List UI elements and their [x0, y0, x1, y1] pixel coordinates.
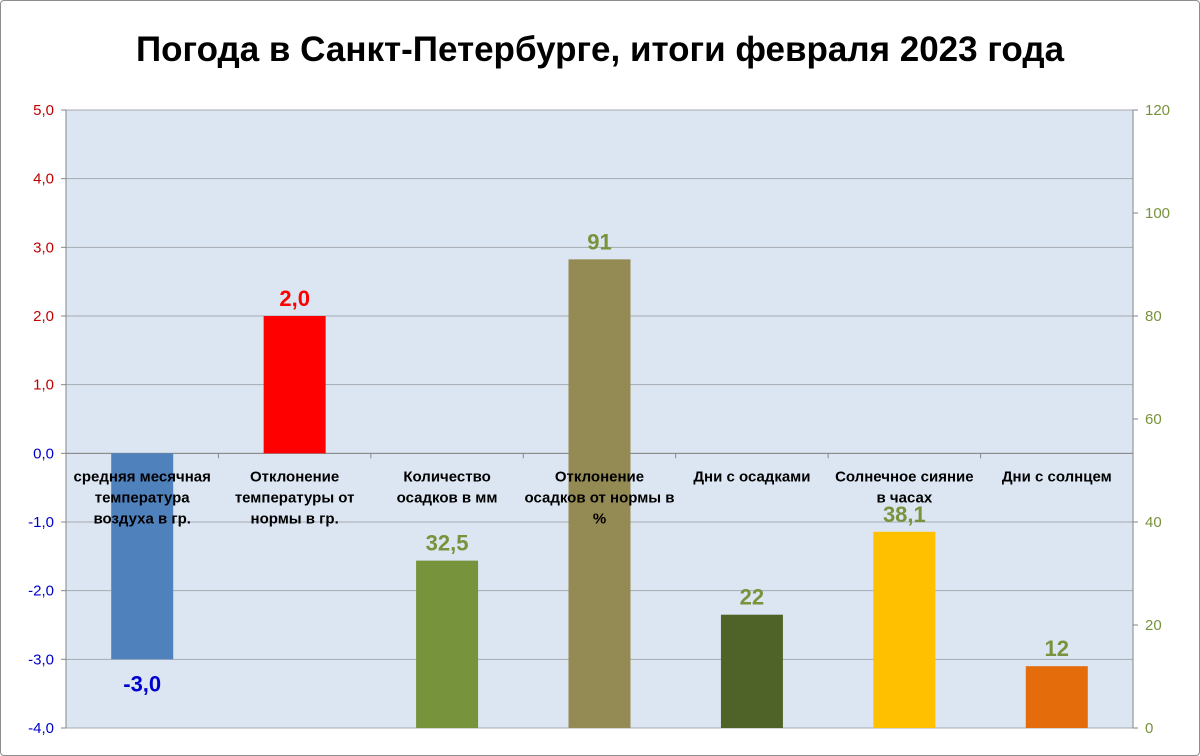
left-axis-tick-label: -1,0 [28, 514, 54, 531]
category-label: Отклонение [555, 468, 644, 485]
left-axis-tick-label: 2,0 [33, 308, 54, 325]
data-label: 2,0 [279, 286, 310, 311]
bar [263, 316, 326, 454]
right-axis-tick-label: 80 [1145, 308, 1162, 325]
left-axis-tick-label: -2,0 [28, 583, 54, 600]
category-label: нормы в гр. [251, 510, 339, 527]
category-label: средняя месячная [74, 468, 211, 485]
category-label: осадков в мм [397, 489, 498, 506]
right-axis-tick-label: 0 [1145, 720, 1153, 737]
right-axis-tick-label: 100 [1145, 205, 1170, 222]
category-label: Дни с осадками [693, 468, 810, 485]
data-label: -3,0 [123, 671, 161, 696]
bar [111, 453, 174, 660]
category-label: осадков от нормы в [525, 489, 675, 506]
left-axis-tick-label: 4,0 [33, 171, 54, 188]
left-axis-tick-label: 1,0 [33, 377, 54, 394]
right-axis-tick-label: 40 [1145, 514, 1162, 531]
category-label: Дни с солнцем [1002, 468, 1112, 485]
left-axis-tick-label: -3,0 [28, 651, 54, 668]
data-label: 91 [587, 229, 611, 254]
data-label: 22 [740, 585, 764, 610]
right-axis-tick-label: 120 [1145, 102, 1170, 119]
bar [1025, 666, 1088, 728]
data-label: 32,5 [426, 531, 469, 556]
bar [416, 560, 479, 728]
data-label: 12 [1045, 636, 1069, 661]
left-axis-tick-label: 5,0 [33, 102, 54, 119]
left-axis-tick-label: 3,0 [33, 239, 54, 256]
right-axis-tick-label: 20 [1145, 617, 1162, 634]
bar [568, 259, 631, 728]
category-label: % [593, 510, 606, 527]
category-label: в часах [877, 489, 933, 506]
left-axis-tick-label: 0,0 [33, 445, 54, 462]
bar [873, 531, 936, 728]
right-axis-tick-label: 60 [1145, 411, 1162, 428]
category-label: Отклонение [250, 468, 339, 485]
left-axis-tick-label: -4,0 [28, 720, 54, 737]
bar [720, 614, 783, 728]
category-label: температуры от [235, 489, 355, 506]
chart-title: Погода в Санкт-Петербурге, итоги февраля… [135, 30, 1065, 69]
category-label: Солнечное сияние [835, 468, 974, 485]
data-label: 38,1 [883, 502, 926, 527]
category-label: воздуха в гр. [93, 510, 191, 527]
category-label: Количество [403, 468, 490, 485]
category-label: температура [95, 489, 191, 506]
